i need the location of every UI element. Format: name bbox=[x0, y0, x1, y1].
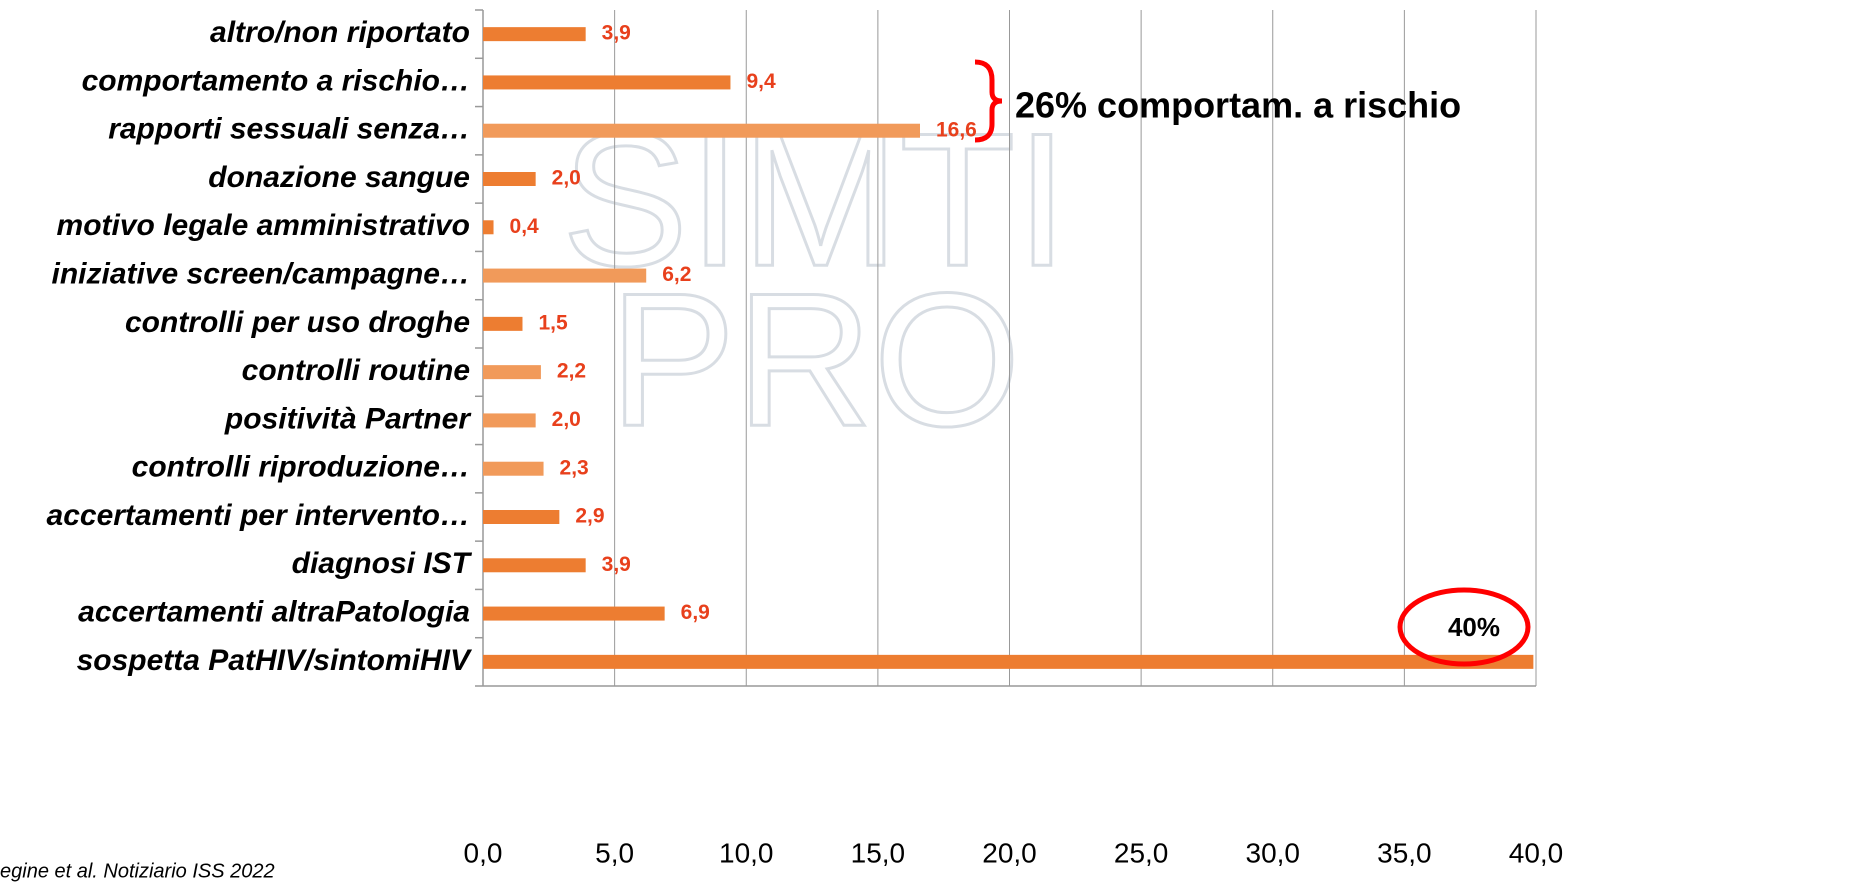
value-label: 0,4 bbox=[510, 215, 540, 238]
y-tick-label: positività Partner bbox=[224, 402, 472, 435]
bar bbox=[483, 172, 536, 186]
value-label: 2,2 bbox=[557, 360, 586, 383]
bar bbox=[483, 220, 494, 235]
bar bbox=[483, 558, 586, 573]
watermark: PRO bbox=[609, 254, 1021, 466]
bar bbox=[483, 75, 731, 90]
x-tick-label: 15,0 bbox=[851, 837, 906, 868]
y-tick-label: motivo legale amministrativo bbox=[57, 209, 470, 242]
x-tick-label: 20,0 bbox=[982, 837, 1037, 868]
bar bbox=[483, 461, 544, 476]
x-tick-label: 40,0 bbox=[1509, 837, 1564, 868]
value-label: 3,9 bbox=[602, 553, 631, 576]
y-tick-label: rapporti sessuali senza… bbox=[108, 113, 470, 146]
x-tick-label: 35,0 bbox=[1377, 837, 1432, 868]
x-tick-label: 0,0 bbox=[464, 837, 503, 868]
value-label: 6,2 bbox=[662, 263, 691, 286]
value-label: 1,5 bbox=[538, 311, 568, 334]
value-label: 2,0 bbox=[552, 167, 581, 190]
y-tick-label: iniziative screen/campagne… bbox=[51, 257, 470, 290]
bar bbox=[483, 316, 523, 331]
bar bbox=[483, 654, 1534, 669]
brace bbox=[974, 59, 1003, 143]
y-tick-label: diagnosi IST bbox=[292, 547, 473, 580]
value-label: 16,6 bbox=[936, 118, 977, 141]
y-tick-label: controlli per uso droghe bbox=[125, 306, 470, 339]
y-tick-label: accertamenti per intervento… bbox=[47, 499, 470, 532]
plot: 0,0 5,0 10,0 15,0 20,0 25,0 30,0 35,0 40,0 altro/… bbox=[47, 9, 1564, 868]
x-tick-label: 10,0 bbox=[719, 837, 774, 868]
value-label: 9,4 bbox=[746, 70, 776, 93]
y-tick-label: controlli riproduzione… bbox=[132, 451, 470, 484]
value-label: 2,9 bbox=[575, 505, 604, 528]
y-tick-label: donazione sangue bbox=[208, 161, 470, 194]
x-tick-label: 30,0 bbox=[1246, 837, 1301, 868]
y-tick-label: accertamenti altraPatologia bbox=[78, 595, 470, 628]
value-label: 3,9 bbox=[602, 22, 631, 45]
y-tick-label: altro/non riportato bbox=[210, 16, 470, 49]
x-tick-label: 25,0 bbox=[1114, 837, 1169, 868]
y-tick-label: sospetta PatHIV/sintomiHIV bbox=[77, 644, 473, 677]
source: egine et al. Notiziario ISS 2022 bbox=[0, 860, 275, 882]
bar bbox=[483, 365, 541, 380]
bar bbox=[483, 27, 586, 42]
annotation: 26% comportam. a rischio bbox=[1015, 85, 1461, 126]
x-tick-label: 5,0 bbox=[595, 837, 634, 868]
bar bbox=[483, 268, 647, 283]
bar bbox=[483, 606, 665, 621]
value-label: 2,0 bbox=[552, 408, 581, 431]
annotation: 40% bbox=[1448, 612, 1500, 642]
y-tick-label: controlli routine bbox=[242, 354, 470, 387]
bar bbox=[483, 413, 536, 428]
value-label: 2,3 bbox=[560, 456, 589, 479]
bar bbox=[483, 123, 920, 138]
highlight-ellipse bbox=[1397, 587, 1531, 667]
y-tick-label: comportamento a rischio… bbox=[82, 64, 470, 97]
value-label: 6,9 bbox=[681, 601, 710, 624]
bar bbox=[483, 510, 560, 524]
